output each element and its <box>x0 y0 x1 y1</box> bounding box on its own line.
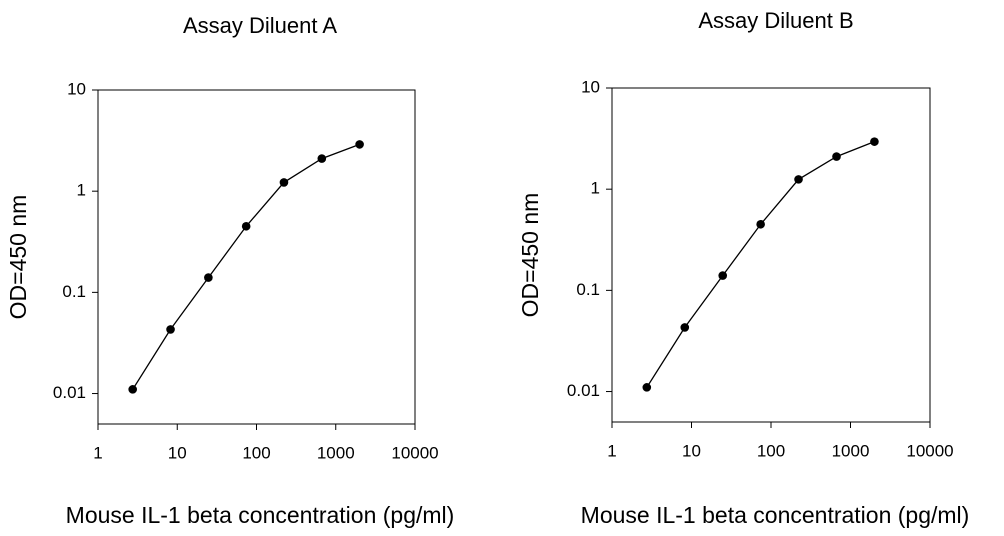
x-tick-label: 1000 <box>317 443 355 462</box>
data-point <box>204 273 213 282</box>
y-tick-label: 1 <box>77 181 86 200</box>
data-point <box>279 178 289 187</box>
data-point <box>241 221 251 231</box>
y-axis-label: OD=450 nm <box>517 193 543 318</box>
x-axis-label: Mouse IL-1 beta concentration (pg/ml) <box>66 502 455 528</box>
y-tick-label: 0.1 <box>62 282 86 301</box>
x-tick-label: 10000 <box>906 441 953 460</box>
plot-frame <box>97 89 416 425</box>
data-point <box>832 152 841 161</box>
data-line <box>646 140 875 388</box>
x-tick-label: 100 <box>757 441 785 460</box>
y-axis-label: OD=450 nm <box>5 195 31 320</box>
x-tick-label: 10 <box>168 443 187 462</box>
y-tick-label: 0.1 <box>576 280 600 299</box>
data-point <box>680 323 690 332</box>
data-point <box>756 219 765 229</box>
x-tick-label: 1 <box>607 441 616 460</box>
y-tick-label: 0.01 <box>567 381 600 400</box>
data-point <box>128 385 137 394</box>
data-point <box>355 140 364 149</box>
x-tick-label: 100 <box>242 443 270 462</box>
x-tick-label: 10000 <box>391 443 438 462</box>
y-tick-label: 1 <box>591 179 600 198</box>
x-tick-label: 1000 <box>832 441 870 460</box>
data-line <box>132 143 360 390</box>
data-point <box>317 154 327 163</box>
data-point <box>642 383 652 392</box>
data-point <box>794 175 803 184</box>
x-axis-label: Mouse IL-1 beta concentration (pg/ml) <box>581 502 970 528</box>
chart-title: Assay Diluent B <box>698 8 853 33</box>
data-point <box>166 325 175 334</box>
y-tick-label: 0.01 <box>53 383 86 402</box>
data-point <box>718 271 728 280</box>
x-tick-label: 10 <box>682 441 701 460</box>
plot-frame <box>611 87 931 423</box>
y-tick-label: 10 <box>581 77 600 96</box>
data-point <box>870 137 879 146</box>
y-tick-label: 10 <box>67 79 86 98</box>
x-tick-label: 1 <box>93 443 102 462</box>
chart-title: Assay Diluent A <box>183 13 337 38</box>
